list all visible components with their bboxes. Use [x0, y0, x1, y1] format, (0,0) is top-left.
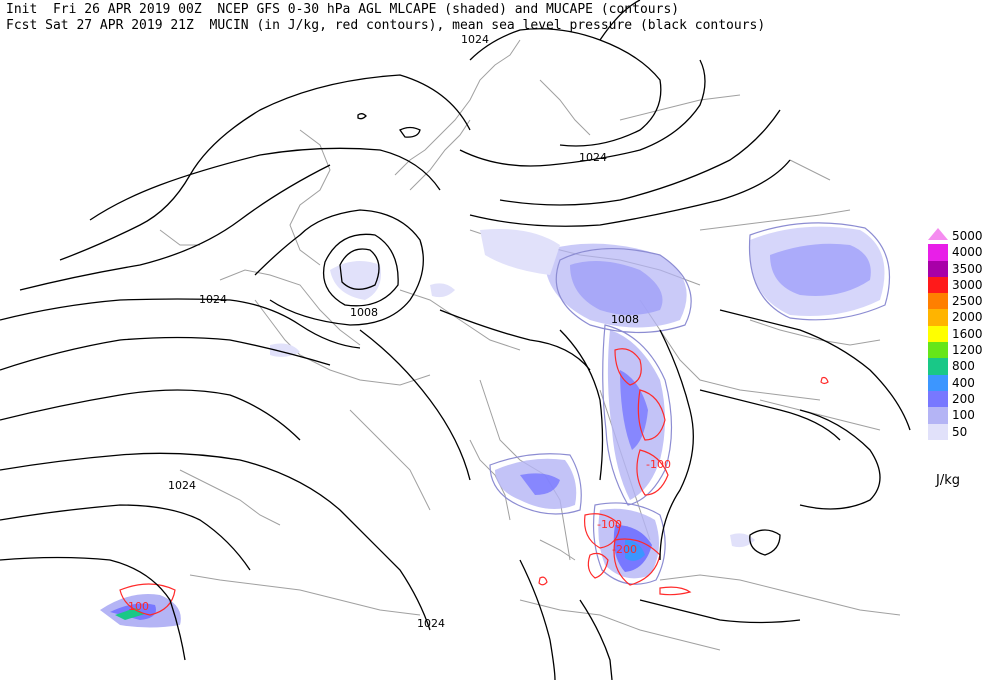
mucin-contours — [119, 348, 829, 616]
legend-row: 800 — [928, 358, 998, 375]
legend-swatch — [928, 260, 948, 277]
legend-row: 400 — [928, 374, 998, 391]
legend-swatch — [928, 342, 948, 359]
color-legend: 5000 4000 3500 3000 2500 2000 1600 1200 800 400 20… — [928, 228, 998, 440]
mslp-label: 1008 — [350, 306, 378, 319]
legend-label: 1600 — [952, 326, 983, 341]
header-line-2: Fcst Sat 27 APR 2019 21Z MUCIN (in J/kg,… — [6, 18, 766, 33]
legend-label: 2500 — [952, 294, 983, 309]
legend-swatch — [928, 325, 948, 343]
legend-row: 1200 — [928, 342, 998, 359]
mucin-label: -100 — [646, 458, 671, 471]
legend-swatch — [928, 407, 948, 424]
legend-swatch — [928, 309, 948, 326]
mucin-label: -200 — [612, 543, 637, 556]
legend-swatch — [928, 276, 948, 294]
mucin-label: -100 — [597, 518, 622, 531]
legend-label: 200 — [952, 391, 975, 406]
mslp-label: 1024 — [579, 151, 607, 164]
legend-swatch — [928, 423, 948, 440]
legend-label: 3500 — [952, 261, 983, 276]
legend-row: 100 — [928, 407, 998, 424]
legend-label: 50 — [952, 424, 968, 439]
legend-label: 800 — [952, 359, 975, 374]
legend-label: 3000 — [952, 277, 983, 292]
legend-swatch — [928, 228, 948, 240]
legend-row: 2000 — [928, 309, 998, 326]
legend-units: J/kg — [936, 473, 960, 488]
legend-label: 4000 — [952, 245, 983, 260]
legend-row: 1600 — [928, 325, 998, 343]
legend-label: 100 — [952, 408, 975, 423]
legend-swatch — [928, 293, 948, 310]
mslp-contours — [0, 0, 911, 680]
legend-swatch — [928, 374, 948, 391]
header-line-1: Init Fri 26 APR 2019 00Z NCEP GFS 0-30 h… — [6, 2, 680, 17]
legend-row: 200 — [928, 390, 998, 408]
coastlines — [159, 39, 901, 651]
legend-swatch — [928, 390, 948, 408]
mslp-label: 1008 — [611, 313, 639, 326]
legend-swatch — [928, 358, 948, 375]
mslp-label: 1024 — [168, 479, 196, 492]
legend-row: 5000 — [928, 228, 998, 244]
legend-swatch — [928, 244, 948, 261]
contour-labels: 1024 1024 1008 1024 1008 1024 1024 100 -… — [128, 33, 671, 630]
legend-label: 1200 — [952, 343, 983, 358]
legend-row: 3000 — [928, 276, 998, 294]
legend-row: 2500 — [928, 293, 998, 310]
mslp-label: 1024 — [199, 293, 227, 306]
mucin-label: 100 — [128, 600, 149, 613]
legend-row: 4000 — [928, 244, 998, 261]
mucape-contours — [489, 222, 891, 585]
legend-label: 400 — [952, 375, 975, 390]
legend-label: 2000 — [952, 310, 983, 325]
mslp-label: 1024 — [461, 33, 489, 46]
legend-label: 5000 — [952, 229, 983, 243]
legend-row: 50 — [928, 423, 998, 440]
mlcape-shading — [100, 226, 885, 628]
mslp-label: 1024 — [417, 617, 445, 630]
legend-row: 3500 — [928, 260, 998, 277]
